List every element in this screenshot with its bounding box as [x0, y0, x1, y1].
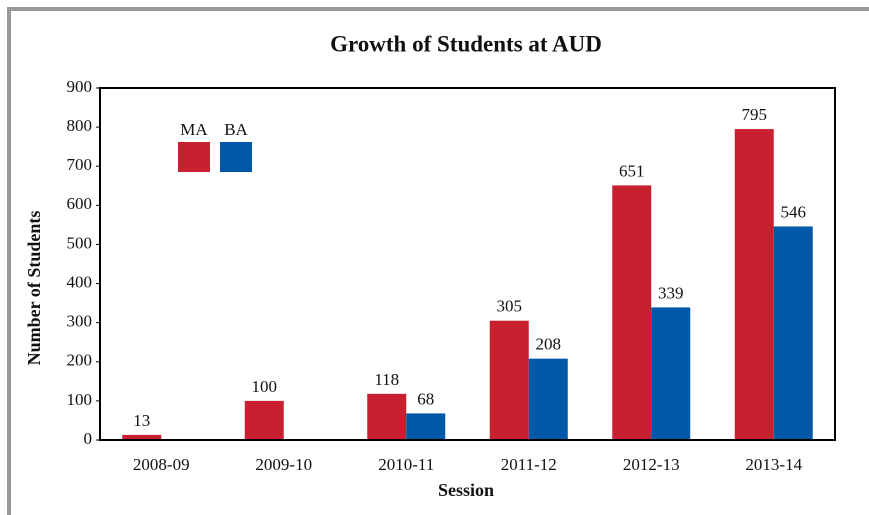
- y-tick-label: 300: [67, 312, 93, 331]
- y-tick-label: 600: [67, 194, 93, 213]
- y-tick-label: 700: [67, 155, 93, 174]
- y-tick-label: 200: [67, 351, 93, 370]
- plot-border: [99, 87, 836, 441]
- x-axis-label: Session: [438, 480, 494, 500]
- data-label: 651: [619, 161, 645, 180]
- y-tick-label: 0: [84, 429, 93, 448]
- y-tick-label: 900: [67, 77, 93, 96]
- x-tick-label: 2008-09: [133, 455, 190, 474]
- x-tick-label: 2010-11: [378, 455, 434, 474]
- bar: [528, 358, 568, 440]
- data-label: 100: [252, 377, 278, 396]
- legend-swatch: [178, 142, 210, 172]
- legend-label: MA: [180, 120, 208, 139]
- y-tick-label: 400: [67, 272, 93, 291]
- x-tick-label: 2011-12: [501, 455, 557, 474]
- x-tick-label: 2013-14: [745, 455, 802, 474]
- data-label: 208: [536, 335, 562, 354]
- y-tick-label: 800: [67, 116, 93, 135]
- bar: [122, 434, 162, 440]
- data-label: 546: [781, 202, 807, 221]
- data-label: 339: [658, 283, 684, 302]
- bar: [244, 400, 284, 440]
- bar: [612, 185, 652, 440]
- data-label: 68: [417, 389, 434, 408]
- frame: [7, 7, 869, 515]
- bar: [734, 129, 774, 441]
- chart-title: Growth of Students at AUD: [330, 31, 602, 56]
- bar: [773, 226, 813, 440]
- data-label: 305: [497, 297, 523, 316]
- x-tick-label: 2012-13: [623, 455, 680, 474]
- legend-label: BA: [224, 120, 248, 139]
- data-label: 13: [133, 411, 150, 430]
- y-tick-label: 500: [67, 233, 93, 252]
- bar: [489, 320, 529, 440]
- data-label: 118: [374, 370, 399, 389]
- y-tick-label: 100: [67, 390, 93, 409]
- data-label: 795: [742, 105, 768, 124]
- x-tick-label: 2009-10: [255, 455, 312, 474]
- legend-swatch: [220, 142, 252, 172]
- bar: [651, 307, 691, 440]
- bar: [406, 413, 446, 440]
- y-axis-label: Number of Students: [24, 211, 44, 366]
- bar: [367, 393, 407, 440]
